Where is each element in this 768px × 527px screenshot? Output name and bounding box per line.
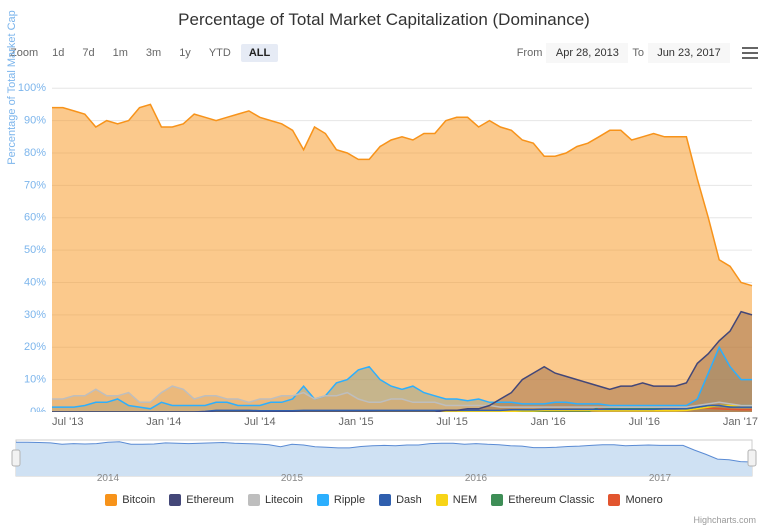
navigator-handle[interactable] (748, 450, 756, 466)
zoom-btn-1m[interactable]: 1m (105, 44, 136, 62)
zoom-btn-1d[interactable]: 1d (44, 44, 72, 62)
navigator-handle[interactable] (12, 450, 20, 466)
from-date-input[interactable] (546, 43, 628, 63)
x-tick: Jan '15 (338, 416, 373, 428)
legend-swatch (248, 494, 260, 506)
svg-text:50%: 50% (24, 244, 46, 256)
x-tick: Jul '15 (436, 416, 467, 428)
legend-swatch (491, 494, 503, 506)
svg-text:90%: 90% (24, 115, 46, 127)
legend-label: Ethereum Classic (508, 494, 594, 506)
x-tick: Jul '16 (629, 416, 660, 428)
legend-label: Litecoin (265, 494, 303, 506)
legend-label: Dash (396, 494, 422, 506)
legend-swatch (608, 494, 620, 506)
legend-label: Bitcoin (122, 494, 155, 506)
navigator-tick: 2016 (465, 473, 487, 484)
legend-item-litecoin[interactable]: Litecoin (248, 494, 303, 506)
from-label: From (517, 47, 543, 59)
legend-swatch (436, 494, 448, 506)
x-axis-ticks: Jul '13 Jan '14 Jul '14 Jan '15 Jul '15 Jan '… (52, 416, 758, 428)
navigator-tick: 2014 (97, 473, 119, 484)
zoom-btn-ytd[interactable]: YTD (201, 44, 239, 62)
legend-item-nem[interactable]: NEM (436, 494, 477, 506)
legend-item-ripple[interactable]: Ripple (317, 494, 365, 506)
navigator-tick: 2015 (281, 473, 303, 484)
legend-swatch (169, 494, 181, 506)
navigator[interactable]: 2014 2015 2016 2017 (10, 438, 758, 486)
zoom-btn-3m[interactable]: 3m (138, 44, 169, 62)
x-tick: Jul '14 (244, 416, 275, 428)
svg-text:10%: 10% (24, 374, 46, 386)
legend-item-ethereum-classic[interactable]: Ethereum Classic (491, 494, 594, 506)
legend-label: Ethereum (186, 494, 234, 506)
legend-swatch (317, 494, 329, 506)
zoom-btn-all[interactable]: ALL (241, 44, 278, 62)
legend-item-bitcoin[interactable]: Bitcoin (105, 494, 155, 506)
svg-text:20%: 20% (24, 341, 46, 353)
svg-text:0%: 0% (30, 406, 46, 412)
svg-text:30%: 30% (24, 309, 46, 321)
navigator-tick: 2017 (649, 473, 671, 484)
x-tick: Jan '17 (723, 416, 758, 428)
navigator-year-ticks: 2014 2015 2016 2017 (16, 473, 752, 484)
hamburger-menu-icon[interactable] (742, 47, 758, 59)
svg-text:40%: 40% (24, 276, 46, 288)
main-chart[interactable]: Percentage of Total Market Cap 0%10%20%3… (10, 72, 758, 412)
to-date-input[interactable] (648, 43, 730, 63)
to-label: To (632, 47, 644, 59)
zoom-btn-1y[interactable]: 1y (171, 44, 199, 62)
x-tick: Jan '16 (531, 416, 566, 428)
legend-swatch (105, 494, 117, 506)
zoom-btn-7d[interactable]: 7d (74, 44, 102, 62)
legend-label: Monero (625, 494, 662, 506)
legend-swatch (379, 494, 391, 506)
chart-title: Percentage of Total Market Capitalizatio… (10, 10, 758, 30)
svg-text:60%: 60% (24, 212, 46, 224)
x-tick: Jan '14 (146, 416, 181, 428)
range-toolbar: Zoom 1d7d1m3m1yYTDALL From To (10, 40, 758, 66)
x-tick: Jul '13 (52, 416, 83, 428)
svg-text:70%: 70% (24, 179, 46, 191)
legend-item-dash[interactable]: Dash (379, 494, 422, 506)
credit-link[interactable]: Highcharts.com (693, 515, 756, 525)
legend-label: NEM (453, 494, 477, 506)
svg-text:100%: 100% (18, 82, 46, 94)
svg-text:80%: 80% (24, 147, 46, 159)
legend: Bitcoin Ethereum Litecoin Ripple Dash NEM Ethe… (10, 494, 758, 506)
legend-item-ethereum[interactable]: Ethereum (169, 494, 234, 506)
series-area-bitcoin (52, 104, 752, 412)
legend-label: Ripple (334, 494, 365, 506)
legend-item-monero[interactable]: Monero (608, 494, 662, 506)
